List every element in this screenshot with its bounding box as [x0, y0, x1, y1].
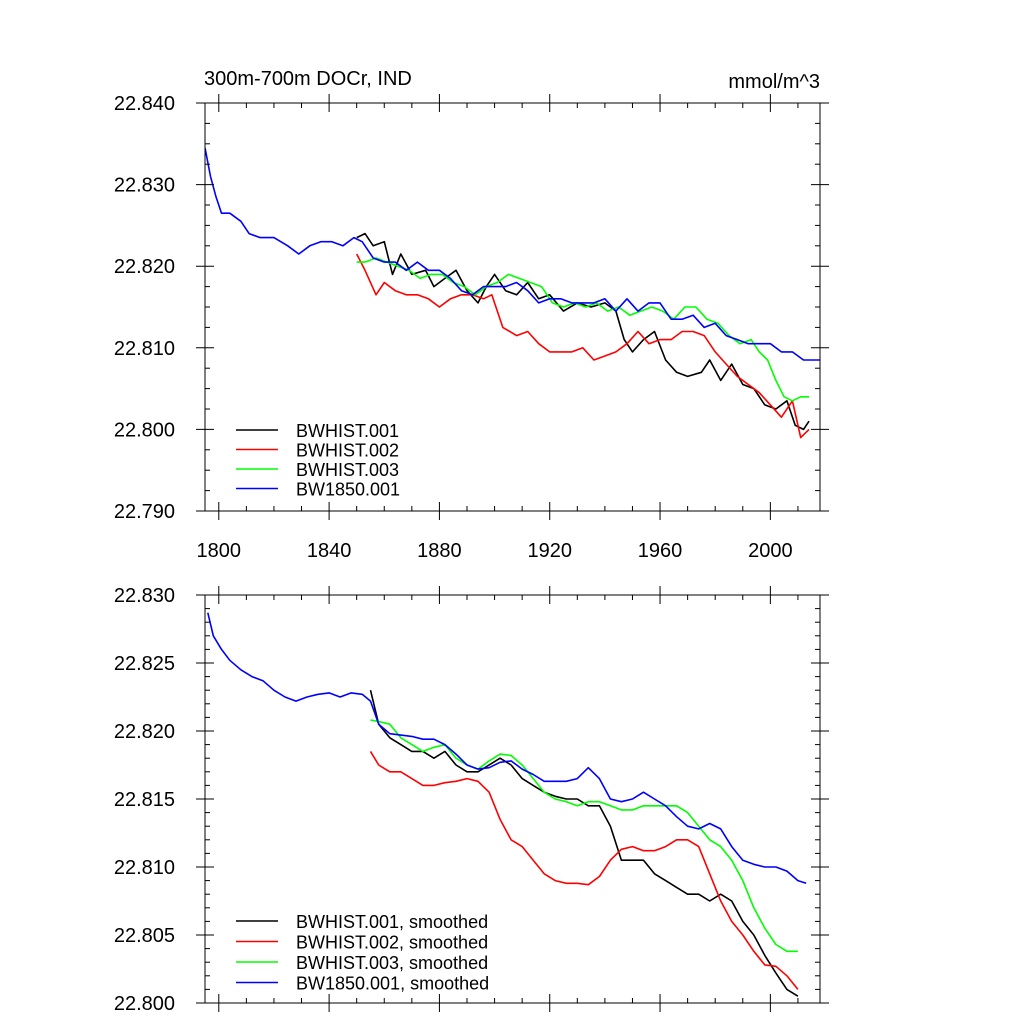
top-series-line-2: [355, 253, 810, 439]
bottom-ytick-label: 22.805: [114, 925, 175, 947]
panel-bottom: 22.800 22.805 22.810 22.815 22.820 22.825 22.8…: [114, 585, 829, 1015]
top-series-line-3: [356, 257, 809, 402]
top-xtick-label: 1880: [417, 540, 462, 562]
top-ytick-label: 22.800: [114, 419, 175, 441]
panel-top: 1800 1840 1880 1920 1960 2000 22.790 22.800 22.8…: [114, 93, 829, 562]
top-ytick-label: 22.790: [114, 501, 175, 523]
top-ytick-label: 22.840: [114, 93, 175, 115]
top-xtick-label: 1920: [527, 540, 572, 562]
bottom-legend-label-2: BWHIST.002, smoothed: [296, 933, 488, 953]
top-xtick-label: 1800: [197, 540, 242, 562]
top-series-line-4: [205, 147, 820, 361]
bottom-ytick-label: 22.820: [114, 721, 175, 743]
top-legend-label-4: BW1850.001: [296, 480, 400, 500]
top-legend-label-1: BWHIST.001: [296, 421, 399, 441]
bottom-series-line-3: [370, 719, 798, 953]
bottom-ytick-label: 22.815: [114, 789, 175, 811]
bottom-legend-label-1: BWHIST.001, smoothed: [296, 912, 488, 932]
bottom-ytick-label: 22.800: [114, 993, 175, 1015]
bottom-ytick-label: 22.830: [114, 585, 175, 607]
bottom-series-line-1: [369, 690, 799, 997]
top-ytick-label: 22.830: [114, 175, 175, 197]
bottom-ytick-label: 22.825: [114, 653, 175, 675]
bottom-legend-label-3: BWHIST.003, smoothed: [296, 953, 488, 973]
top-legend-label-3: BWHIST.003: [296, 460, 399, 480]
bottom-series-line-4: [207, 612, 807, 885]
top-xtick-label: 1840: [307, 540, 352, 562]
bottom-series-line-2: [369, 750, 799, 990]
chart-title: 300m-700m DOCr, IND: [204, 68, 412, 90]
top-legend-label-2: BWHIST.002: [296, 441, 399, 461]
units-label: mmol/m^3: [728, 71, 820, 93]
top-xtick-label: 2000: [748, 540, 793, 562]
top-xtick-label: 1960: [638, 540, 683, 562]
top-ytick-label: 22.820: [114, 256, 175, 278]
top-ytick-label: 22.810: [114, 338, 175, 360]
top-series-line-1: [356, 232, 810, 431]
bottom-ytick-label: 22.810: [114, 857, 175, 879]
bottom-legend-label-4: BW1850.001, smoothed: [296, 974, 489, 994]
